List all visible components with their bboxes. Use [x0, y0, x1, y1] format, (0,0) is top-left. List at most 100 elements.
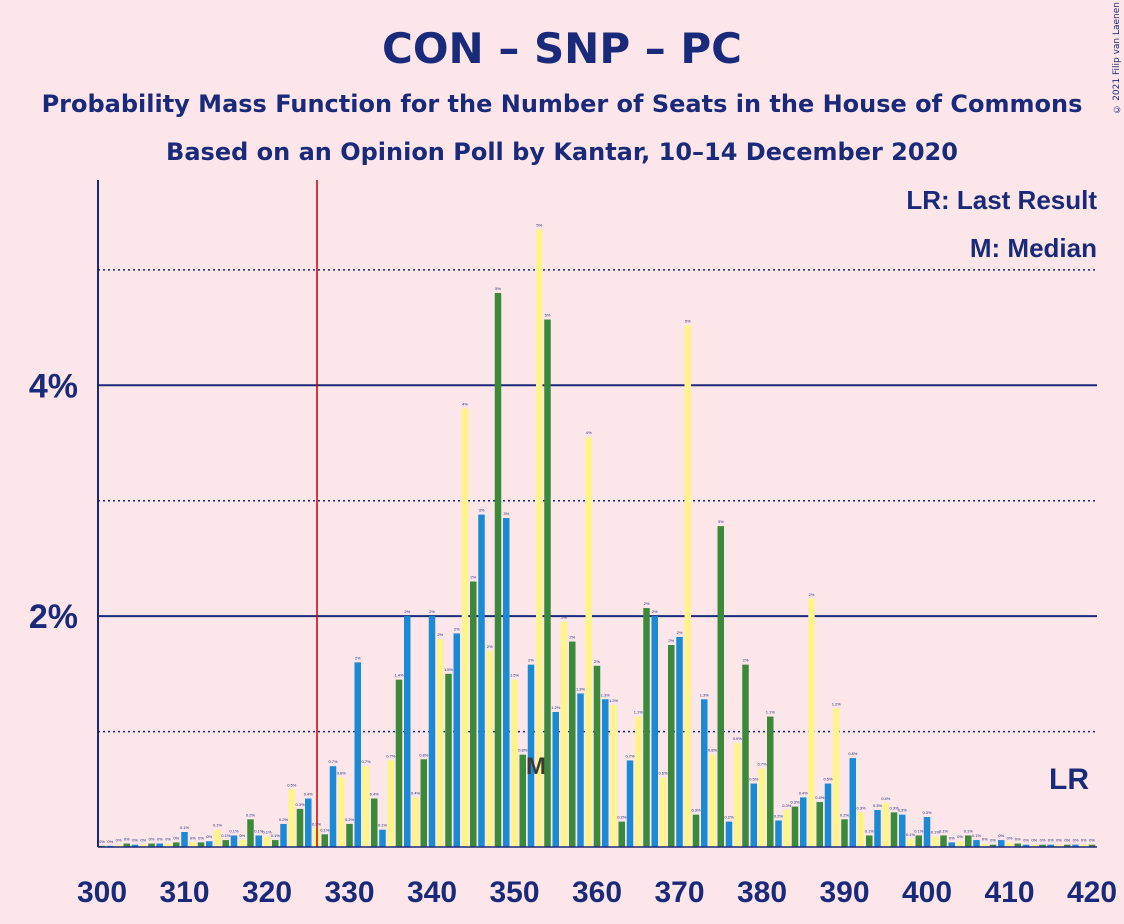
x-tick-label: 330 [324, 876, 374, 909]
bar-label-seat-370: 2% [677, 630, 683, 635]
bar-label-seat-378: 2% [743, 658, 749, 663]
bar-seat-374 [709, 754, 716, 847]
bar-label-seat-329: 0.6% [337, 771, 347, 776]
bar-seat-361 [602, 699, 609, 847]
bar-label-seat-408: 0% [990, 838, 996, 843]
bar-seat-316 [230, 835, 238, 847]
bar-seat-373 [701, 699, 708, 847]
bar-label-seat-375: 3% [718, 519, 724, 524]
bar-seat-411 [1014, 843, 1021, 847]
bar-label-seat-336: 1.4% [394, 673, 404, 678]
bar-label-seat-384: 0.3% [790, 800, 800, 805]
bar-label-seat-343: 2% [454, 626, 460, 631]
bar-label-seat-351: 0.8% [518, 748, 528, 753]
bar-label-seat-381: 1.1% [766, 710, 776, 715]
bar-seat-309 [173, 842, 180, 847]
bar-label-seat-367: 2% [652, 609, 658, 614]
bar-seat-353 [536, 229, 543, 848]
bar-label-seat-335: 0.7% [386, 753, 396, 758]
bar-label-seat-410: 0% [1007, 835, 1013, 840]
bar-label-seat-331: 2% [355, 655, 361, 660]
bar-seat-370 [676, 636, 683, 847]
bar-label-seat-379: 0.5% [749, 777, 759, 782]
bar-label-seat-388: 0.5% [823, 777, 833, 782]
bar-seat-352 [527, 664, 535, 847]
bar-seat-396 [890, 812, 898, 847]
bar-label-seat-311: 0% [190, 835, 196, 840]
bar-label-seat-394: 0.3% [873, 803, 883, 808]
bar-seat-362 [610, 705, 617, 847]
x-tick-labels: 300 310 320 330 340 350 360 370 380 390 400 410 420 [77, 876, 1117, 909]
bar-label-seat-309: 0% [173, 835, 179, 840]
bar-label-seat-386: 2% [809, 592, 815, 597]
bar-seat-318 [247, 819, 254, 847]
bar-label-seat-333: 0.4% [370, 792, 380, 797]
bar-seat-360 [593, 665, 601, 847]
bar-seat-390 [841, 819, 848, 847]
bar-seat-415 [1047, 844, 1054, 847]
bar-label-seat-307: 0% [157, 837, 163, 842]
bar-label-seat-389: 1.2% [832, 701, 842, 706]
bar-seat-408 [989, 844, 997, 847]
bar-seat-315 [222, 840, 229, 847]
bar-label-seat-330: 0.2% [345, 817, 355, 822]
bar-seat-310 [181, 831, 188, 847]
bar-label-seat-324: 0.3% [295, 802, 305, 807]
bar-label-seat-409: 0% [998, 833, 1004, 838]
bar-seat-312 [197, 842, 205, 847]
bar-label-seat-413: 0% [1031, 838, 1037, 843]
bar-seat-306 [148, 843, 155, 847]
bar-label-seat-374: 0.8% [708, 748, 718, 753]
y-tick-label: 4% [29, 367, 78, 405]
bar-label-seat-376: 0.2% [724, 815, 734, 820]
bar-seat-322 [280, 823, 287, 847]
legend-median: M: Median [970, 233, 1097, 263]
bar-seat-333 [371, 798, 378, 847]
bar-label-seat-420: 0% [1089, 838, 1095, 843]
bar-label-seat-382: 0.2% [774, 813, 784, 818]
bar-label-seat-353: 5% [536, 222, 542, 227]
bar-label-seat-415: 0% [1048, 838, 1054, 843]
bar-seat-328 [329, 766, 337, 847]
bar-seat-389 [833, 708, 840, 847]
bar-seat-332 [362, 766, 370, 847]
bar-label-seat-403: 0% [949, 835, 955, 840]
bar-seat-304 [131, 844, 139, 847]
bar-seat-382 [775, 820, 782, 847]
bar-label-seat-301: 0% [107, 839, 113, 844]
bar-seat-351 [519, 754, 526, 847]
bar-label-seat-325: 0.4% [304, 792, 314, 797]
bar-label-seat-313: 0% [206, 834, 212, 839]
bar-label-seat-310: 0.1% [180, 825, 190, 830]
bar-label-seat-380: 0.7% [757, 762, 767, 767]
bar-label-seat-395: 0.4% [881, 796, 891, 801]
bar-seat-323 [288, 789, 295, 847]
bar-label-seat-341: 2% [437, 632, 443, 637]
bar-seat-341 [437, 639, 444, 847]
x-tick-label: 350 [489, 876, 539, 909]
bar-label-seat-369: 2% [668, 638, 674, 643]
bar-label-seat-372: 0.3% [691, 808, 701, 813]
bar-label-seat-354: 5% [545, 313, 551, 318]
bar-seat-342 [445, 673, 452, 847]
bar-label-seat-358: 1.3% [576, 686, 586, 691]
bar-label-seat-364: 0.7% [625, 753, 635, 758]
bar-label-seat-314: 0.1% [213, 823, 223, 828]
x-tick-label: 400 [902, 876, 952, 909]
bar-label-seat-350: 1.5% [510, 673, 520, 678]
bar-label-seat-300: 0% [99, 839, 105, 844]
bar-label-seat-303: 0% [124, 837, 130, 842]
bar-label-seat-356: 2% [561, 615, 567, 620]
bar-label-seat-365: 1.1% [634, 710, 644, 715]
bar-series [98, 229, 1096, 848]
bar-seat-381 [767, 716, 774, 847]
bar-seat-376 [725, 821, 733, 847]
bar-label-seat-347: 2% [487, 644, 493, 649]
bar-seat-417 [1064, 844, 1071, 847]
bar-seat-366 [643, 608, 650, 847]
bar-seat-391 [849, 758, 856, 847]
bar-seat-337 [404, 616, 411, 847]
bar-label-seat-419: 0% [1081, 838, 1087, 843]
bar-seat-367 [651, 616, 658, 847]
bar-seat-388 [824, 783, 832, 847]
